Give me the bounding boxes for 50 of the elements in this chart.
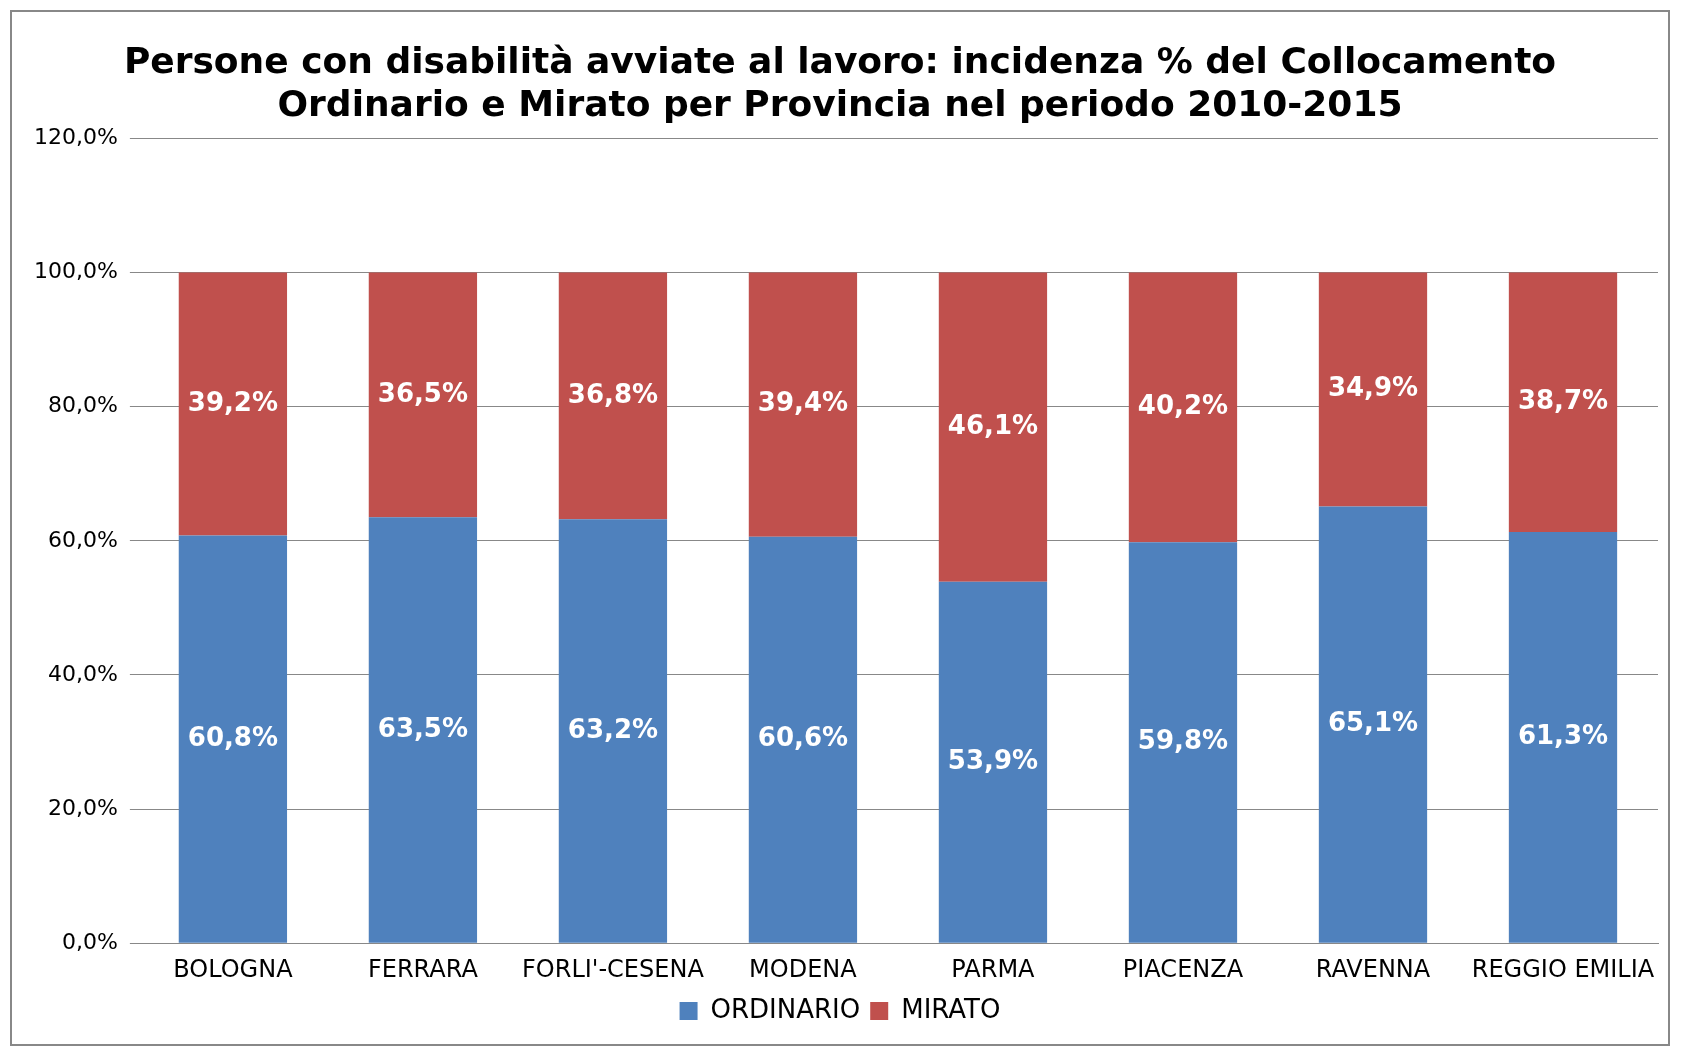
legend-label: ORDINARIO <box>710 993 861 1024</box>
y-tick-label: 40,0% <box>48 660 118 686</box>
y-tick-label: 100,0% <box>34 258 118 284</box>
x-tick-label: BOLOGNA <box>173 954 294 983</box>
chart-title: Persone con disabilità avviate al lavoro: incidenza % del Collocamento Ordinario e Mirato per Provincia nel periodo 2010-2015 <box>123 39 1557 125</box>
data-label: 61,3% <box>1517 720 1609 751</box>
data-label: 40,2% <box>1137 390 1229 421</box>
data-label: 59,8% <box>1137 725 1229 756</box>
bar <box>558 272 668 520</box>
bar <box>938 581 1048 943</box>
x-tick-label: MODENA <box>749 954 858 983</box>
y-tick-label: 80,0% <box>48 392 118 418</box>
bar <box>1318 506 1428 943</box>
data-label: 39,2% <box>187 386 278 417</box>
data-label: 36,8% <box>567 378 659 409</box>
y-tick-label: 60,0% <box>48 526 118 552</box>
y-tick-label: 20,0% <box>48 794 118 820</box>
x-tick-label: FERRARA <box>367 954 479 983</box>
bar <box>1128 272 1238 543</box>
y-tick-label: 120,0% <box>34 124 118 150</box>
bar <box>558 519 668 943</box>
data-label: 53,9% <box>947 744 1039 775</box>
data-label: 36,5% <box>377 377 469 408</box>
bar <box>368 272 478 518</box>
data-label: 46,1% <box>947 409 1039 440</box>
x-tick-label: PIACENZA <box>1122 954 1244 983</box>
x-tick-label: FORLI'-CESENA <box>522 954 705 983</box>
data-label: 60,8% <box>187 721 278 752</box>
x-tick-label: REGGIO EMILIA <box>1471 954 1655 983</box>
x-tick-label: PARMA <box>951 954 1036 983</box>
bar <box>938 272 1048 582</box>
data-label: 38,7% <box>1517 385 1609 416</box>
data-label: 63,2% <box>567 713 659 744</box>
x-tick-label: RAVENNA <box>1315 954 1431 983</box>
bar <box>178 535 288 943</box>
data-label: 65,1% <box>1327 707 1419 738</box>
bar <box>748 536 858 943</box>
bar <box>1508 532 1618 943</box>
bar <box>368 517 478 943</box>
bar <box>748 272 858 537</box>
bar <box>178 272 288 536</box>
data-label: 39,4% <box>757 387 849 418</box>
data-label: 34,9% <box>1327 372 1419 403</box>
legend-label: MIRATO <box>901 993 1001 1024</box>
data-label: 60,6% <box>757 722 849 753</box>
bar <box>1318 272 1428 507</box>
bar <box>1508 272 1618 533</box>
bar <box>1128 542 1238 943</box>
data-label: 63,5% <box>377 712 469 743</box>
y-tick-label: 0,0% <box>61 928 118 954</box>
